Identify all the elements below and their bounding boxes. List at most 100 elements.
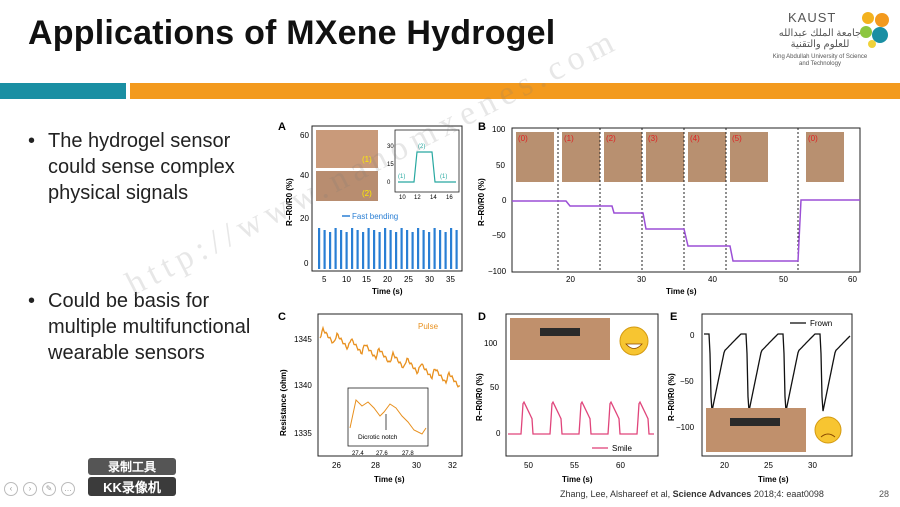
panel-b-ytick: −50 (492, 231, 506, 240)
panel-b-xtick: 50 (779, 275, 788, 284)
inset-xtick: 10 (399, 195, 406, 201)
gesture-tag: (1) (564, 134, 574, 143)
panel-b-ytick: 50 (496, 161, 505, 170)
inset-ytick: 0 (387, 180, 391, 186)
accent-bar-teal (0, 83, 126, 99)
bending-spike (362, 232, 365, 269)
panel-a-xtick: 5 (322, 275, 327, 284)
previous-slide-icon[interactable]: ‹ (4, 482, 18, 496)
bending-spike (422, 230, 425, 269)
panel-b-xlabel: Time (s) (666, 287, 697, 296)
panel-c-xtick: 32 (448, 461, 457, 470)
panel-c-inset-xtick: 27.6 (376, 451, 388, 457)
bending-spike (417, 228, 420, 269)
panel-d-legend: Smile (612, 444, 633, 453)
panel-d-label: D (478, 311, 486, 323)
bending-spike (318, 228, 321, 269)
panel-b-xtick: 30 (637, 275, 646, 284)
panel-c-label: C (278, 311, 286, 323)
next-slide-icon[interactable]: › (23, 482, 37, 496)
panel-a-ylabel: R−R0/R0 (%) (285, 178, 294, 226)
bending-spike (389, 230, 392, 269)
panel-e-ytick: 0 (690, 331, 695, 340)
panel-d-ylabel: R−R0/R0 (%) (475, 373, 484, 421)
bending-spike (400, 228, 403, 269)
panel-b-trace (512, 199, 860, 262)
panel-e-legend: Frown (810, 319, 832, 328)
inset-xtick: 12 (414, 195, 421, 201)
panel-c-ytick: 1340 (294, 381, 312, 390)
logo-english: King Abdullah University of Science and … (772, 54, 868, 67)
panel-c-trace (319, 325, 461, 388)
bending-spike (455, 230, 458, 269)
inset-xtick: 16 (446, 195, 453, 201)
panel-b-label: B (478, 121, 486, 133)
bending-spike (373, 230, 376, 269)
panel-a-xtick: 15 (362, 275, 371, 284)
citation-journal: Science Advances (672, 489, 752, 499)
inset-label: (2) (418, 144, 425, 150)
panel-e-ytick: −100 (676, 423, 695, 432)
bending-spike (378, 232, 381, 269)
panel-a-ytick: 60 (300, 131, 309, 140)
inset-label: (1) (398, 174, 405, 180)
panel-d-ytick: 100 (484, 339, 498, 348)
inset-ytick: 30 (387, 144, 394, 150)
inset-trace (398, 151, 456, 183)
panel-e-xtick: 30 (808, 461, 817, 470)
bending-spike (395, 232, 398, 269)
panel-d-xtick: 55 (570, 461, 579, 470)
hand-gesture-photo (646, 132, 684, 182)
logo-emblem-icon (860, 12, 889, 48)
finger-photo-2 (316, 171, 378, 201)
bending-spike (334, 228, 337, 269)
frown-emoji-icon (814, 416, 842, 444)
panel-c-inset-xtick: 27.4 (352, 451, 364, 457)
bending-spike (329, 232, 332, 269)
panel-c-ytick: 1335 (294, 429, 312, 438)
panel-d-ytick: 50 (490, 383, 499, 392)
logo-name: KAUST (788, 10, 837, 25)
panel-e-ylabel: R−R0/R0 (%) (667, 373, 676, 421)
panel-a-legend: Fast bending (352, 212, 398, 221)
panel-d-trace (508, 400, 654, 435)
frown-photo (706, 408, 806, 452)
accent-bar-orange (130, 83, 900, 99)
photo-tag: (1) (362, 155, 372, 164)
bending-spike (439, 230, 442, 269)
logo-arabic: جامعة الملك عبدالله للعلوم والتقنية (778, 28, 862, 50)
more-options-icon[interactable]: … (61, 482, 75, 496)
bending-spike (444, 232, 447, 269)
panel-a-xtick: 20 (383, 275, 392, 284)
panel-b-ytick: 100 (492, 125, 506, 134)
hand-gesture-photo (806, 132, 844, 182)
panel-a-xlabel: Time (s) (372, 287, 403, 296)
panel-c-xlabel: Time (s) (374, 475, 405, 484)
recorder-line-2: KK录像机 (88, 477, 176, 496)
bullet-item: • Could be basis for multiple multifuncti… (28, 290, 251, 364)
panel-c-xtick: 30 (412, 461, 421, 470)
photo-tag: (2) (362, 189, 372, 198)
panel-c-xtick: 26 (332, 461, 341, 470)
panel-b-photos: (0) (1) (2) (3) (4) (5) (0) (516, 132, 844, 182)
panel-d-xlabel: Time (s) (562, 475, 593, 484)
panel-b-xtick: 60 (848, 275, 857, 284)
panel-a-spikes (318, 228, 458, 269)
panel-a-xtick: 25 (404, 275, 413, 284)
panel-a-ytick: 20 (300, 214, 309, 223)
recorder-overlay: 录制工具 KK录像机 (88, 458, 176, 498)
panel-a-ytick: 40 (300, 171, 309, 180)
panel-c-inset-xtick: 27.8 (402, 451, 414, 457)
bullet-item: • The hydrogel sensor could sense complex… (28, 130, 235, 204)
panel-b-ytick: −100 (488, 267, 507, 276)
bending-spike (406, 230, 409, 269)
panel-a-label: A (278, 121, 286, 133)
hand-gesture-photo (562, 132, 600, 182)
pen-icon[interactable]: ✎ (42, 482, 56, 496)
bending-spike (433, 228, 436, 269)
citation-details: 2018;4: eaat0098 (753, 489, 824, 499)
gesture-tag: (0) (518, 134, 528, 143)
bending-spike (351, 228, 354, 269)
hand-gesture-photo (730, 132, 768, 182)
bending-spike (428, 232, 431, 269)
